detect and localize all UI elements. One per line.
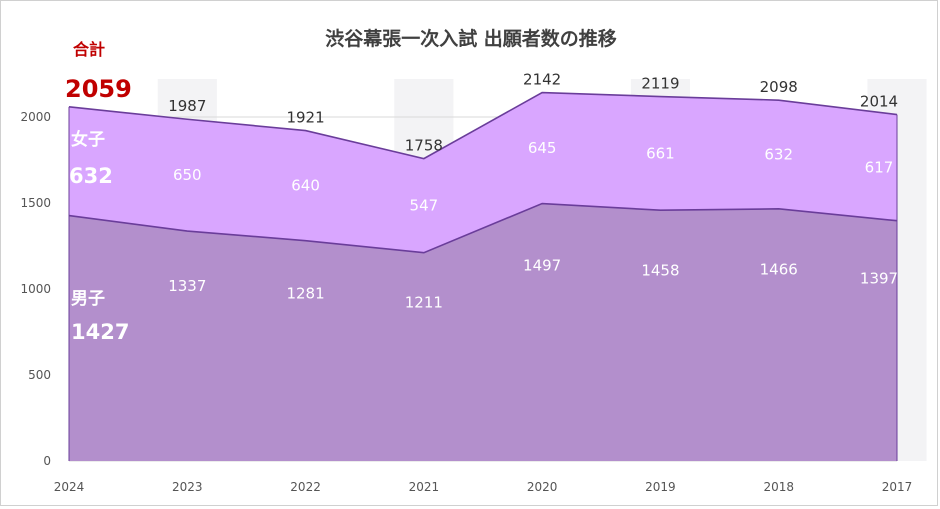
y-tick-label: 1000 bbox=[20, 282, 51, 296]
female-data-label: 617 bbox=[865, 159, 894, 177]
total-data-label: 1921 bbox=[286, 109, 324, 127]
total-top-line bbox=[68, 91, 898, 160]
callout-female-name: 女子 bbox=[71, 129, 105, 150]
chart-title: 渋谷幕張一次入試 出願者数の推移 bbox=[325, 27, 617, 50]
y-tick-label: 0 bbox=[43, 454, 51, 468]
male-data-label: 1458 bbox=[641, 261, 679, 279]
male-data-label: 1466 bbox=[760, 260, 798, 278]
y-tick-label: 1500 bbox=[20, 196, 51, 210]
x-tick-label: 2024 bbox=[54, 480, 85, 494]
x-tick-label: 2021 bbox=[409, 480, 440, 494]
callout-female-value: 632 bbox=[69, 164, 113, 188]
total-data-label: 1987 bbox=[168, 97, 206, 115]
callout-male-value: 1427 bbox=[71, 320, 129, 344]
x-tick-label: 2018 bbox=[763, 480, 794, 494]
x-tick-label: 2017 bbox=[882, 480, 913, 494]
male-data-label: 1397 bbox=[860, 269, 898, 287]
female-data-label: 661 bbox=[646, 144, 675, 162]
female-data-label: 547 bbox=[410, 197, 439, 215]
total-data-label: 2142 bbox=[523, 71, 561, 89]
callout-male-name: 男子 bbox=[71, 289, 105, 309]
male-area bbox=[69, 203, 897, 462]
total-data-label: 1758 bbox=[405, 137, 443, 155]
x-tick-label: 2020 bbox=[527, 480, 558, 494]
callout-total-value: 2059 bbox=[65, 75, 132, 103]
callout-total-name: 合計 bbox=[73, 40, 105, 59]
male-data-label: 1337 bbox=[168, 277, 206, 295]
x-tick-label: 2023 bbox=[172, 480, 203, 494]
female-data-label: 640 bbox=[291, 177, 320, 195]
male-data-label: 1497 bbox=[523, 256, 561, 274]
total-data-label: 2098 bbox=[760, 78, 798, 96]
female-data-label: 632 bbox=[764, 145, 793, 163]
y-tick-label: 500 bbox=[28, 368, 51, 382]
male-top-line bbox=[68, 202, 898, 254]
female-area bbox=[69, 92, 897, 253]
female-data-label: 650 bbox=[173, 166, 202, 184]
x-tick-label: 2022 bbox=[290, 480, 321, 494]
male-data-label: 1281 bbox=[286, 285, 324, 303]
male-data-label: 1211 bbox=[405, 294, 443, 312]
total-data-label: 2014 bbox=[860, 93, 898, 111]
x-tick-label: 2019 bbox=[645, 480, 676, 494]
total-data-label: 2119 bbox=[641, 75, 679, 93]
female-data-label: 645 bbox=[528, 139, 557, 157]
y-tick-label: 2000 bbox=[20, 110, 51, 124]
